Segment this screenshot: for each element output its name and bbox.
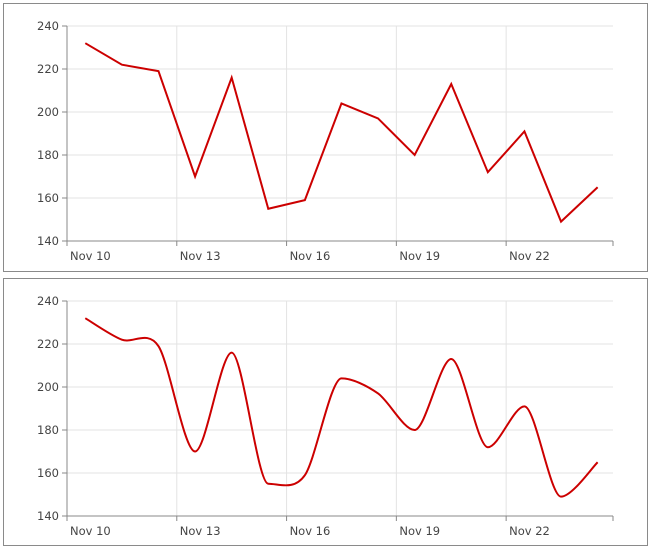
chart-svg: 140 160 180 200 220 240 Nov 10 Nov 13 Nov 16 Nov …: [37, 294, 614, 538]
y-tick-label: 180: [37, 423, 59, 437]
y-tick-label: 240: [37, 294, 59, 308]
y-tick-label: 140: [37, 234, 59, 248]
series-line: [84, 42, 599, 224]
x-tick-label: Nov 13: [180, 524, 221, 538]
y-tick-label: 160: [37, 466, 59, 480]
y-tick-label: 220: [37, 62, 59, 76]
x-tick-label: Nov 10: [70, 249, 111, 263]
y-tick-label: 180: [37, 148, 59, 162]
y-tick-label: 200: [37, 380, 59, 394]
y-tick-label: 140: [37, 509, 59, 523]
y-tick-label: 160: [37, 191, 59, 205]
x-tick-label: Nov 16: [290, 249, 331, 263]
x-tick-label: Nov 22: [509, 249, 550, 263]
chart-panel-spline: 140 160 180 200 220 240 Nov 10 Nov 13 Nov 16 Nov …: [3, 278, 648, 546]
x-tick-label: Nov 19: [399, 249, 440, 263]
x-tick-label: Nov 19: [399, 524, 440, 538]
x-tick-label: Nov 10: [70, 524, 111, 538]
y-tick-label: 240: [37, 19, 59, 33]
y-tick-label: 200: [37, 105, 59, 119]
x-tick-label: Nov 13: [180, 249, 221, 263]
y-tick-label: 220: [37, 337, 59, 351]
series-line: [84, 317, 599, 498]
x-tick-label: Nov 16: [290, 524, 331, 538]
x-tick-label: Nov 22: [509, 524, 550, 538]
chart-panel-linear: 140 160 180 200 220 240 Nov 10 Nov 13 Nov 16 Nov …: [3, 3, 648, 272]
chart-svg: 140 160 180 200 220 240 Nov 10 Nov 13 Nov 16 Nov …: [37, 19, 614, 263]
